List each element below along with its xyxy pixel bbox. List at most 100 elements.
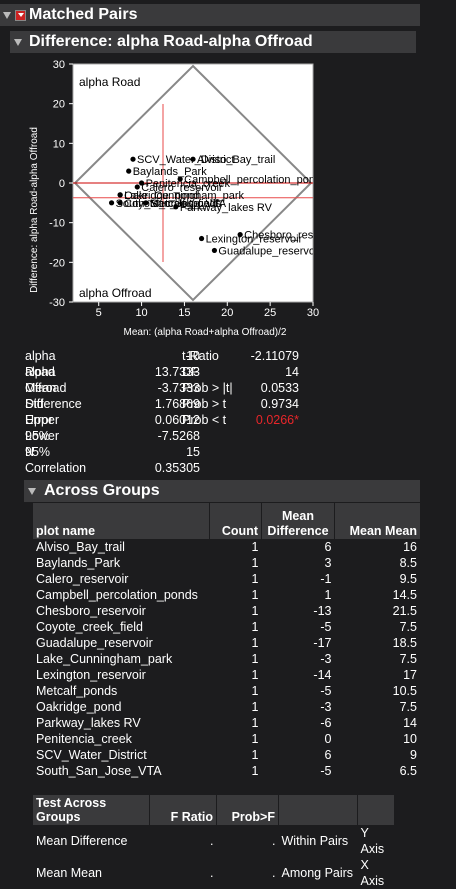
table-row[interactable]: Baylands_Park 1 3 8.5 <box>33 555 420 571</box>
table-row[interactable]: Parkway_lakes RV 1 -6 14 <box>33 715 420 731</box>
table-cell: 6.5 <box>399 764 417 778</box>
x-axis-label: Mean: (alpha Road+alpha Offroad)/2 <box>124 327 287 338</box>
stat-label: N <box>25 445 35 459</box>
stat-value: 0.9734 <box>260 397 299 411</box>
table-row[interactable]: Metcalf_ponds 1 -5 10.5 <box>33 683 420 699</box>
stat-value: 0.06012 <box>154 413 200 427</box>
table-row[interactable]: Guadalupe_reservoir 1 -17 18.5 <box>33 635 420 651</box>
table-cell: . <box>210 834 214 848</box>
col-header-plot-name[interactable]: plot name <box>33 503 210 539</box>
point-label: Lake_Cunningham_park <box>124 190 244 202</box>
table-cell: 14 <box>403 716 417 730</box>
y-tick-label: 30 <box>53 59 65 71</box>
table-cell: Baylands_Park <box>36 556 121 570</box>
red-triangle-menu-icon[interactable] <box>15 9 26 21</box>
table-cell: 1 <box>251 540 259 554</box>
difference-plot[interactable]: Difference: alpha Road-alpha Offroad Alv… <box>0 57 330 342</box>
across-groups-title: Across Groups <box>44 482 160 499</box>
point-label: SCV_Water_District <box>137 154 234 166</box>
table-cell: 7.5 <box>399 652 417 666</box>
stat-label: alpha Road <box>25 349 56 379</box>
disclosure-triangle-icon[interactable] <box>28 487 36 495</box>
table-cell: 17 <box>403 668 417 682</box>
difference-header[interactable]: Difference: alpha Road-alpha Offroad <box>10 31 416 53</box>
data-point <box>237 231 243 238</box>
table-cell: 1 <box>251 684 259 698</box>
table-cell: 9.5 <box>399 572 417 586</box>
col-header-mean-difference[interactable]: Mean Difference <box>261 503 335 539</box>
table-row[interactable]: Coyote_creek_field 1 -5 7.5 <box>33 619 420 635</box>
disclosure-triangle-icon[interactable] <box>3 11 11 19</box>
table-cell: Penitencia_creek <box>36 732 132 746</box>
data-point <box>130 156 136 162</box>
table-row[interactable]: Mean Difference.. Within Pairs Y Axis <box>33 825 395 857</box>
table-cell: 6 <box>324 540 332 554</box>
table-row[interactable]: Campbell_percolation_ponds 1 1 14.5 <box>33 587 420 603</box>
table-cell: -5 <box>320 764 332 778</box>
table-row[interactable]: Mean Mean.. Among Pairs X Axis <box>33 857 395 889</box>
across-groups-header[interactable]: Across Groups <box>24 480 420 502</box>
stat-label: Std Error <box>25 397 53 427</box>
table-row[interactable]: SCV_Water_District 1 6 9 <box>33 747 420 763</box>
table-cell: Campbell_percolation_ponds <box>36 588 198 602</box>
point-label: Alviso_Bay_trail <box>197 154 275 166</box>
table-cell: 10 <box>403 732 417 746</box>
col-header-test[interactable]: Test Across Groups <box>33 795 150 825</box>
table-row[interactable]: Lexington_reservoir 1 -14 17 <box>33 667 420 683</box>
stat-label: DF <box>182 365 199 379</box>
table-cell: Mean Mean <box>36 866 103 880</box>
test-across-body: Mean Difference.. Within Pairs Y Axis Mean … <box>33 825 395 889</box>
point-label: Calero_reservoir <box>141 182 223 194</box>
stat-value: 14 <box>285 365 299 379</box>
data-point <box>138 180 145 186</box>
col-header-f-ratio[interactable]: F Ratio <box>149 795 217 825</box>
col-header-mean-mean[interactable]: Mean Mean <box>334 503 420 539</box>
table-row[interactable]: Chesboro_reservoir 1 -13 21.5 <box>33 603 420 619</box>
stat-value: 15 <box>186 445 200 459</box>
table-row[interactable]: Calero_reservoir 1 -1 9.5 <box>33 571 420 587</box>
point-label: Oakridge_pond <box>124 190 199 202</box>
table-row[interactable]: Lake_Cunningham_park 1 -3 7.5 <box>33 651 420 667</box>
table-cell: 0 <box>324 732 332 746</box>
table-cell: Y Axis <box>360 826 385 856</box>
across-groups-table: plot name Count Mean Difference Mean Mea… <box>33 503 420 779</box>
y-tick-label: 0 <box>59 178 65 190</box>
table-cell: Lexington_reservoir <box>36 668 146 682</box>
data-point <box>143 200 149 206</box>
table-row[interactable]: Alviso_Bay_trail 1 6 16 <box>33 539 420 555</box>
table-cell: 21.5 <box>392 604 417 618</box>
stat-label: Prob > t <box>182 397 227 411</box>
stat-label: Prob > |t| <box>182 381 233 395</box>
table-cell: South_San_Jose_VTA <box>36 764 162 778</box>
table-row[interactable]: Oakridge_pond 1 -3 7.5 <box>33 699 420 715</box>
matched-pairs-header[interactable]: Matched Pairs <box>0 4 420 26</box>
stat-label: Lower 95% <box>25 429 60 459</box>
table-cell: . <box>210 866 214 880</box>
table-cell: X Axis <box>360 858 385 888</box>
col-header-prob-f[interactable]: Prob>F <box>216 795 279 825</box>
table-cell: 1 <box>324 588 332 602</box>
point-label: Lexington_reservoir <box>206 234 303 246</box>
x-tick-label: 20 <box>221 307 233 319</box>
table-row[interactable]: Penitencia_creek 1 0 10 <box>33 731 420 747</box>
point-label: Penitencia_creek <box>146 178 231 190</box>
x-tick-label: 25 <box>264 307 276 319</box>
table-cell: . <box>272 834 276 848</box>
difference-title: Difference: alpha Road-alpha Offroad <box>29 33 313 50</box>
stat-value: -7.5268 <box>157 429 200 443</box>
point-label: South_San_Jose_VTA <box>116 198 227 210</box>
stat-value: 13.7333 <box>154 365 200 379</box>
table-row[interactable]: South_San_Jose_VTA 1 -5 6.5 <box>33 763 420 779</box>
y-tick-label: -30 <box>49 297 65 309</box>
stat-label: Prob < t <box>182 413 227 427</box>
table-cell: Chesboro_reservoir <box>36 604 146 618</box>
data-point <box>108 200 115 206</box>
stat-label: Correlation <box>25 461 87 475</box>
table-cell: -14 <box>313 668 332 682</box>
disclosure-triangle-icon[interactable] <box>14 38 22 46</box>
table-cell: -5 <box>320 684 332 698</box>
col-header-count[interactable]: Count <box>209 503 262 539</box>
table-cell: 1 <box>251 700 259 714</box>
table-cell: -17 <box>313 636 332 650</box>
y-axis-label: Difference: alpha Road-alpha Offroad <box>29 127 40 293</box>
